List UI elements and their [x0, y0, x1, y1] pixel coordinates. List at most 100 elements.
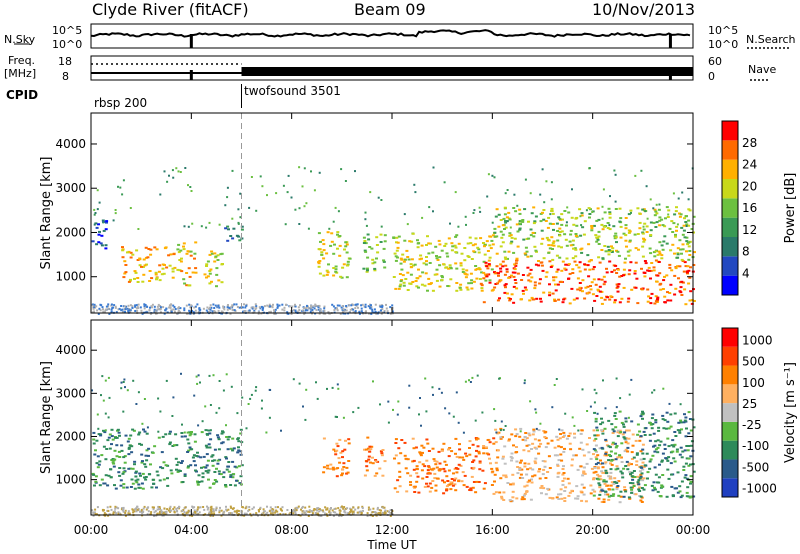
velocity-cell [341, 456, 344, 459]
velocity-cell [602, 379, 604, 382]
velocity-cell [373, 511, 376, 514]
velocity-cell [93, 453, 97, 456]
velocity-cell [567, 482, 571, 485]
power-cell [680, 226, 684, 229]
velocity-cell [194, 464, 197, 467]
power-cell [644, 210, 647, 213]
velocity-cell [576, 468, 580, 471]
power-cell [563, 267, 567, 270]
power-cell [576, 277, 580, 280]
velocity-cell [660, 460, 664, 463]
velocity-cell [425, 459, 429, 462]
power-cell [438, 256, 442, 259]
power-cell [146, 311, 149, 314]
power-cell [428, 206, 431, 209]
power-cell [110, 304, 113, 307]
power-cell [685, 271, 689, 274]
velocity-cell [121, 507, 123, 510]
power-cell [653, 255, 657, 258]
velocity-cell [474, 491, 478, 494]
velocity-cell [671, 495, 675, 498]
power-cell [304, 307, 307, 310]
velocity-cell [173, 506, 176, 509]
power-cell [652, 251, 656, 254]
velocity-cell [589, 484, 593, 487]
power-cell [92, 307, 95, 310]
velocity-cell [230, 385, 233, 388]
power-cell [612, 225, 616, 228]
power-cell [155, 312, 157, 315]
power-cell [619, 217, 623, 220]
power-cell [127, 280, 131, 283]
velocity-cell [434, 484, 438, 487]
velocity-cell [488, 441, 492, 444]
power-cell [479, 210, 482, 213]
velocity-cell [453, 479, 456, 482]
power-cell [150, 277, 154, 280]
velocity-cell [122, 467, 126, 470]
power-cell [128, 309, 131, 312]
power-cell [447, 267, 451, 270]
power-cell [269, 305, 272, 308]
power-cell [214, 255, 218, 258]
power-cell [276, 305, 279, 308]
power-cell [636, 233, 640, 235]
velocity-cell [580, 483, 584, 486]
velocity-cell [602, 501, 606, 503]
power-cell [530, 276, 534, 279]
velocity-cell [101, 508, 104, 511]
velocity-cell [449, 481, 453, 484]
velocity-cell [156, 512, 159, 515]
power-cell [505, 216, 509, 219]
power-colorbar-cell [722, 121, 738, 141]
power-cell [183, 309, 186, 312]
power-cell [595, 240, 599, 243]
power-cell [215, 267, 219, 270]
velocity-cell [316, 397, 319, 400]
power-cell [499, 219, 503, 221]
power-cell [129, 256, 133, 259]
power-cell [177, 310, 180, 313]
velocity-cell [215, 509, 217, 512]
velocity-cell [604, 451, 608, 454]
velocity-cell [378, 509, 381, 512]
velocity-cell [403, 441, 407, 444]
power-cell [641, 208, 645, 211]
power-cell [603, 225, 607, 228]
velocity-cell [141, 511, 144, 514]
power-cell [679, 291, 683, 294]
velocity-cell [247, 403, 250, 405]
power-cell [478, 268, 482, 271]
velocity-cell [234, 510, 236, 513]
power-cell [567, 211, 571, 214]
velocity-cell [667, 427, 671, 430]
velocity-cell [667, 477, 671, 480]
power-cell [155, 276, 159, 279]
power-cell [662, 240, 666, 243]
velocity-cell [689, 482, 692, 485]
velocity-cell [248, 506, 251, 508]
power-cell [231, 169, 234, 172]
velocity-cell [576, 495, 580, 498]
power-cell [156, 305, 159, 308]
velocity-cell [149, 463, 152, 466]
power-cell [373, 261, 377, 264]
velocity-cell [277, 506, 279, 509]
velocity-cell [502, 499, 506, 501]
power-cell [451, 245, 455, 248]
velocity-cell [332, 448, 336, 451]
power-cell [535, 250, 538, 253]
velocity-cell [523, 492, 527, 495]
velocity-cell [165, 379, 168, 382]
velocity-cell [620, 442, 624, 445]
power-cell [672, 222, 676, 225]
velocity-cell [380, 509, 382, 512]
velocity-cell [447, 448, 450, 451]
velocity-cell [611, 488, 615, 491]
velocity-cell [595, 434, 599, 437]
velocity-cell [573, 424, 576, 427]
power-cell [440, 275, 444, 277]
power-cell [645, 231, 649, 233]
power-cell [660, 244, 664, 247]
power-cell [375, 312, 378, 315]
